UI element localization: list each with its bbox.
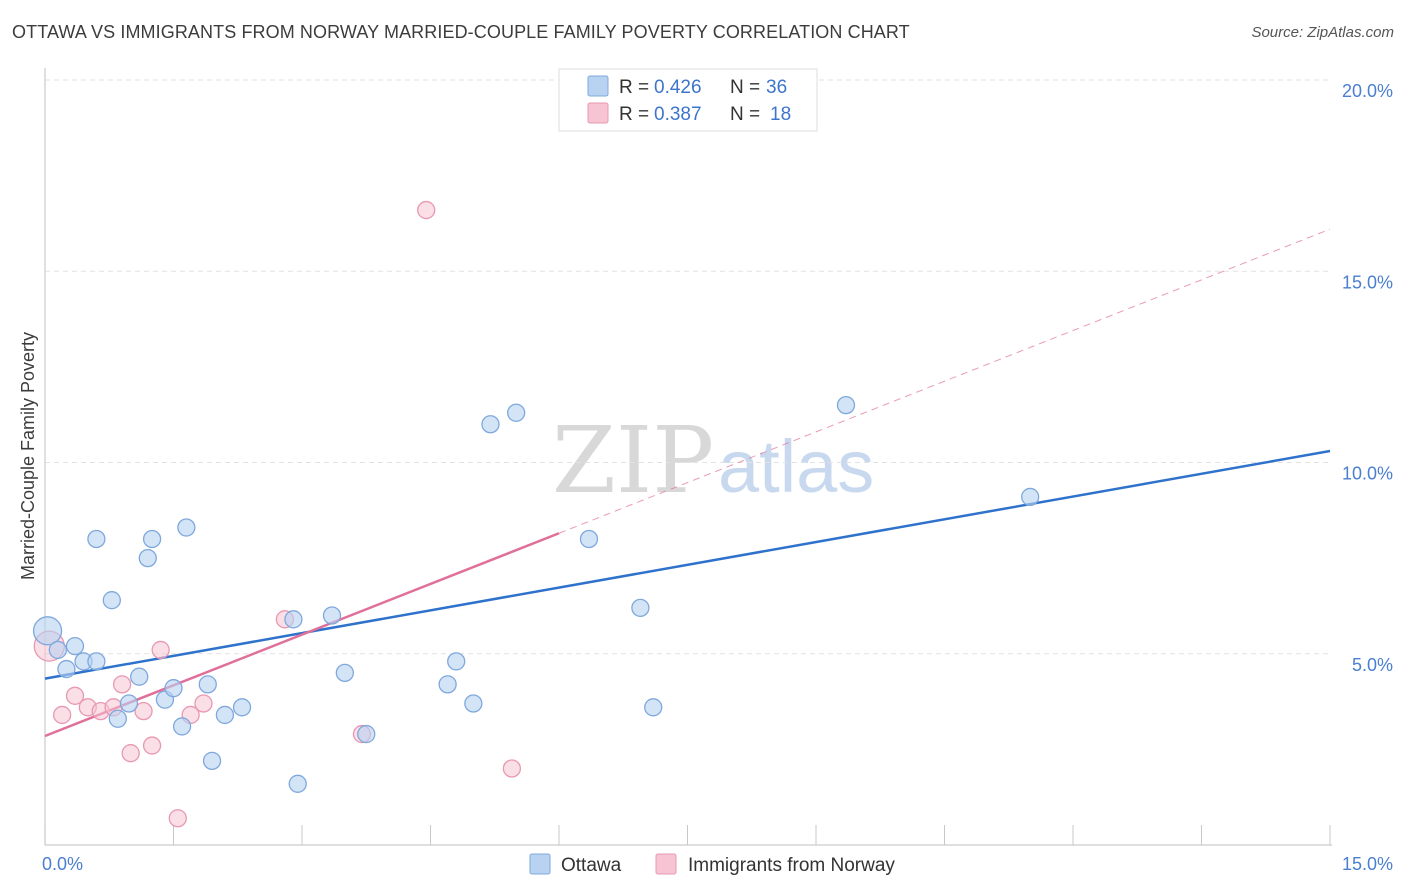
point-ottawa-11 — [138, 548, 157, 568]
legend-n-label-ottawa: N = — [730, 77, 765, 98]
point-norway-1 — [52, 705, 72, 725]
point-ottawa-25 — [357, 724, 376, 744]
point-ottawa-10 — [130, 667, 149, 686]
y-tick-label-2: 15.0% — [1342, 272, 1393, 292]
point-ottawa-19 — [215, 705, 235, 725]
y-axis-title: Married-Couple Family Poverty — [18, 332, 38, 580]
point-ottawa-8 — [108, 709, 127, 728]
point-norway-17 — [502, 759, 522, 778]
chart-title: OTTAWA VS IMMIGRANTS FROM NORWAY MARRIED… — [12, 22, 910, 42]
point-norway-10 — [151, 640, 170, 660]
point-ottawa-7 — [102, 591, 121, 610]
point-ottawa-6 — [87, 529, 106, 549]
series-legend: Ottawa Immigrants from Norway — [529, 853, 895, 876]
legend-n-label-norway: N = — [730, 104, 765, 125]
point-ottawa-21 — [284, 610, 303, 629]
point-ottawa-29 — [481, 415, 500, 434]
y-tick-label-1: 10.0% — [1342, 464, 1393, 484]
legend-r-value-ottawa: 0.426 — [654, 77, 702, 98]
point-norway-7 — [121, 744, 140, 763]
point-ottawa-17 — [198, 675, 217, 694]
x-ticks: 0.0% 15.0% — [42, 825, 1393, 874]
point-norway-2 — [65, 686, 85, 705]
legend-r-label-norway: R = — [619, 104, 654, 125]
series-legend-label-norway: Immigrants from Norway — [688, 855, 895, 876]
legend-n-value-norway: 18 — [770, 104, 791, 125]
point-ottawa-5 — [87, 652, 106, 671]
point-ottawa-15 — [172, 717, 192, 736]
point-ottawa-27 — [447, 652, 466, 671]
point-ottawa-9 — [119, 694, 139, 713]
trend-line-norway-projection — [558, 228, 1331, 534]
point-ottawa-24 — [335, 663, 354, 683]
point-norway-11 — [168, 809, 187, 828]
point-ottawa-23 — [322, 606, 342, 625]
point-ottawa-35 — [1021, 487, 1040, 507]
point-ottawa-30 — [507, 403, 526, 422]
x-tick-label-1: 15.0% — [1342, 854, 1393, 874]
point-ottawa-14 — [164, 679, 183, 698]
x-tick-label-0: 0.0% — [42, 854, 83, 874]
legend-swatch-ottawa — [587, 75, 609, 97]
legend-swatch-norway — [587, 102, 609, 124]
watermark-atlas: atlas — [718, 425, 874, 508]
point-ottawa-12 — [142, 529, 162, 549]
legend-n-value-ottawa: 36 — [766, 77, 787, 98]
point-norway-6 — [112, 675, 132, 694]
series-legend-swatch-ottawa — [529, 853, 551, 875]
point-ottawa-20 — [232, 698, 252, 717]
stats-legend: R = 0.426 N = 36 R = 0.387 N = 18 — [558, 68, 818, 132]
series-legend-label-ottawa: Ottawa — [561, 855, 622, 876]
point-ottawa-32 — [631, 598, 650, 617]
point-ottawa-2 — [57, 659, 76, 679]
legend-r-label-ottawa: R = — [619, 77, 654, 98]
point-ottawa-26 — [438, 675, 457, 694]
point-ottawa-31 — [579, 529, 599, 549]
chart-source: Source: ZipAtlas.com — [1251, 24, 1394, 41]
point-ottawa-1 — [48, 640, 67, 660]
gridlines — [45, 79, 1332, 655]
point-ottawa-34 — [836, 395, 856, 415]
point-ottawa-28 — [464, 694, 483, 713]
y-tick-label-3: 20.0% — [1342, 81, 1393, 101]
point-ottawa-0 — [32, 616, 63, 646]
point-norway-13 — [194, 694, 213, 713]
point-ottawa-22 — [288, 774, 307, 793]
trend-line-ottawa — [44, 449, 1331, 680]
watermark-zip: ZIP — [552, 407, 714, 514]
trend-lines — [44, 228, 1331, 738]
series-legend-swatch-norway — [655, 853, 677, 875]
point-norway-16 — [417, 200, 436, 220]
point-ottawa-18 — [202, 751, 222, 770]
point-ottawa-33 — [644, 698, 663, 717]
point-norway-9 — [142, 736, 162, 755]
point-ottawa-3 — [65, 636, 85, 656]
y-tick-labels: 5.0% 10.0% 15.0% 20.0% — [1342, 81, 1393, 675]
point-norway-8 — [134, 701, 153, 721]
data-points — [32, 200, 1040, 828]
y-tick-label-0: 5.0% — [1352, 655, 1393, 675]
point-ottawa-16 — [177, 518, 196, 537]
legend-r-value-norway: 0.387 — [654, 104, 702, 125]
